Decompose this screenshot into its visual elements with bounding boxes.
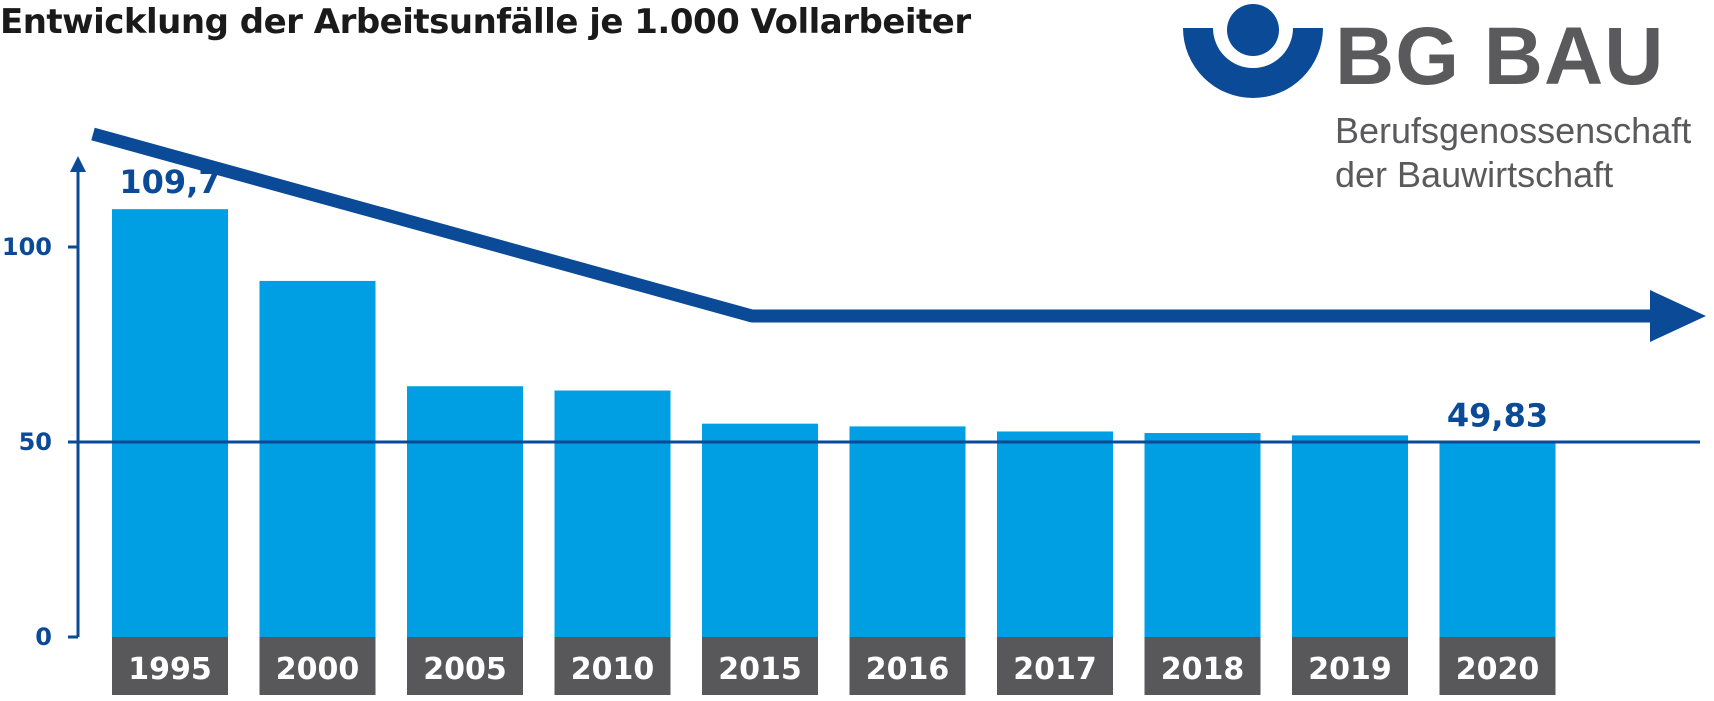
- y-tick-label-100: 100: [2, 233, 52, 261]
- value-label-2020: 49,83: [1447, 397, 1548, 435]
- category-label-box-1995: [112, 637, 228, 695]
- category-label-2015: 2015: [718, 652, 802, 687]
- category-label-box-2016: [849, 637, 966, 695]
- y-axis: 0 50 100: [2, 156, 86, 651]
- category-label-2017: 2017: [1013, 652, 1097, 687]
- category-label-box-2015: [702, 637, 818, 695]
- bg-bau-logo-icon: [1183, 4, 1323, 98]
- logo-name: BG BAU: [1335, 11, 1665, 102]
- category-label-box-2005: [407, 637, 523, 695]
- y-axis-arrow-icon: [70, 156, 86, 172]
- category-label-2000: 2000: [276, 652, 360, 687]
- page-title: Entwicklung der Arbeitsunfälle je 1.000 …: [0, 2, 971, 42]
- trend-arrow-head-icon: [1650, 290, 1706, 342]
- bar-2017: [997, 431, 1113, 637]
- category-label-2016: 2016: [866, 652, 950, 687]
- category-label-2018: 2018: [1161, 652, 1245, 687]
- category-label-box-2019: [1292, 637, 1408, 695]
- bar-2005: [407, 386, 523, 637]
- category-label-2005: 2005: [423, 652, 507, 687]
- category-label-box-2010: [554, 637, 671, 695]
- bar-2019: [1292, 435, 1408, 637]
- bar-2010: [554, 390, 671, 637]
- bar-2020: [1439, 442, 1556, 637]
- category-label-box-2018: [1144, 637, 1261, 695]
- category-label-2010: 2010: [571, 652, 655, 687]
- category-labels-layer: 1995 2000 2005 2010 2015 2016 2017 2018 2019 2020: [112, 637, 1556, 695]
- category-label-1995: 1995: [128, 652, 212, 687]
- bar-2016: [849, 426, 966, 637]
- y-tick-label-50: 50: [19, 428, 52, 456]
- logo-subtitle-line1: Berufsgenossenschaft: [1335, 110, 1692, 151]
- bar-2000: [259, 280, 376, 637]
- category-label-box-2000: [259, 637, 376, 695]
- y-tick-label-0: 0: [35, 623, 52, 651]
- category-label-2019: 2019: [1308, 652, 1392, 687]
- bar-2018: [1144, 433, 1261, 637]
- bar-2015: [702, 423, 818, 637]
- logo-subtitle-line2: der Bauwirtschaft: [1335, 154, 1614, 195]
- trend-arrow-line: [91, 127, 1660, 323]
- category-label-2020: 2020: [1456, 652, 1540, 687]
- trend-arrow: [91, 127, 1706, 342]
- bar-1995: [112, 209, 228, 638]
- bars-layer: 109,749,83: [112, 163, 1556, 638]
- category-label-box-2020: [1439, 637, 1556, 695]
- category-label-box-2017: [997, 637, 1113, 695]
